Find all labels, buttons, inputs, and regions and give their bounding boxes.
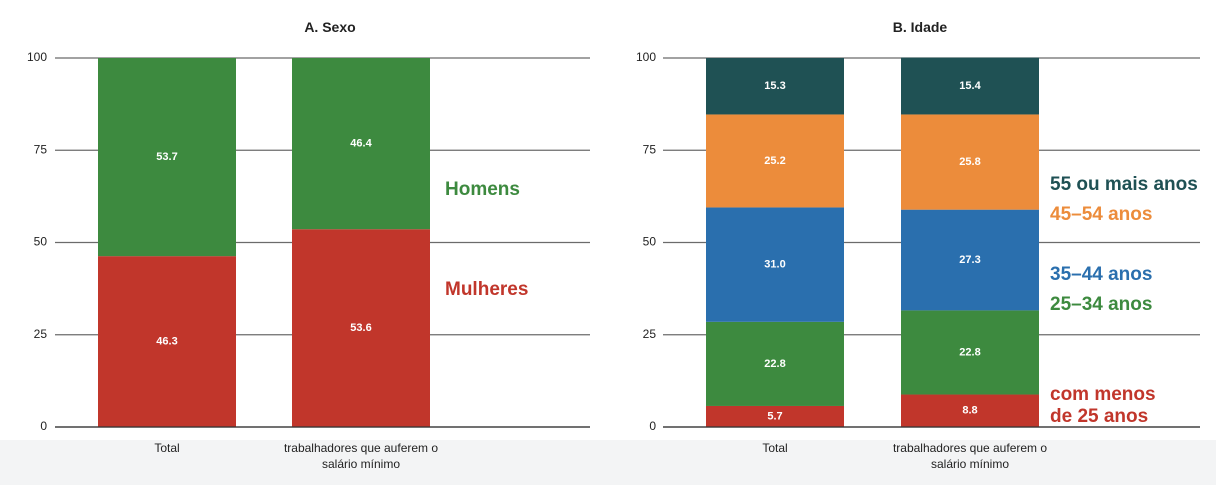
value-label: 22.8: [959, 346, 980, 358]
bar-segment: [901, 310, 1039, 395]
value-label: 46.4: [350, 138, 372, 150]
legend-entry: 45–54 anos: [1050, 204, 1153, 225]
bar-segment: [706, 405, 844, 427]
value-label: 27.3: [959, 254, 980, 266]
bar-segment: [292, 58, 430, 230]
bar-segment: [901, 57, 1039, 115]
value-label: 5.7: [767, 410, 782, 422]
y-tick-label: 0: [649, 419, 656, 433]
bar-segment: [901, 394, 1039, 427]
x-tick-label: trabalhadores que auferem o salário míni…: [892, 441, 1048, 471]
legend-entry: 25–34 anos: [1050, 294, 1153, 315]
bar-segment: [292, 229, 430, 427]
bar-segment: [901, 114, 1039, 210]
bar-segment: [901, 209, 1039, 311]
value-label: 46.3: [156, 335, 177, 347]
y-tick-label: 50: [34, 235, 48, 249]
legend-entry: Homens: [445, 179, 520, 200]
x-tick-label: trabalhadores que auferem o salário míni…: [283, 441, 439, 471]
y-tick-label: 75: [643, 142, 657, 156]
value-label: 8.8: [962, 405, 977, 417]
bar-segment: [706, 58, 844, 115]
y-tick-label: 100: [636, 50, 656, 64]
bar-segment: [706, 321, 844, 406]
value-label: 31.0: [764, 259, 785, 271]
y-tick-label: 0: [40, 419, 47, 433]
bar-segment: [98, 58, 236, 257]
footer-band: [0, 440, 1216, 485]
bar-segment: [706, 207, 844, 322]
chart-title: B. Idade: [892, 19, 948, 35]
value-label: 15.3: [764, 80, 785, 92]
value-label: 15.4: [959, 80, 981, 92]
chart-title: A. Sexo: [304, 19, 356, 35]
value-label: 53.6: [350, 322, 371, 334]
value-label: 53.7: [156, 151, 177, 163]
legend-entry: com menos de 25 anos: [1050, 384, 1156, 427]
value-label: 22.8: [764, 358, 785, 370]
value-label: 25.2: [764, 155, 785, 167]
y-tick-label: 25: [643, 327, 657, 341]
x-tick-label: Total: [762, 441, 788, 455]
y-tick-label: 25: [34, 327, 48, 341]
value-label: 25.8: [959, 156, 980, 168]
bar-segment: [706, 114, 844, 208]
legend-entry: 55 ou mais anos: [1050, 174, 1198, 195]
y-tick-label: 75: [34, 142, 48, 156]
y-tick-label: 100: [27, 50, 47, 64]
y-tick-label: 50: [643, 235, 657, 249]
legend-entry: Mulheres: [445, 279, 529, 300]
x-tick-label: Total: [154, 441, 180, 455]
legend-entry: 35–44 anos: [1050, 264, 1153, 285]
bar-segment: [98, 256, 236, 427]
